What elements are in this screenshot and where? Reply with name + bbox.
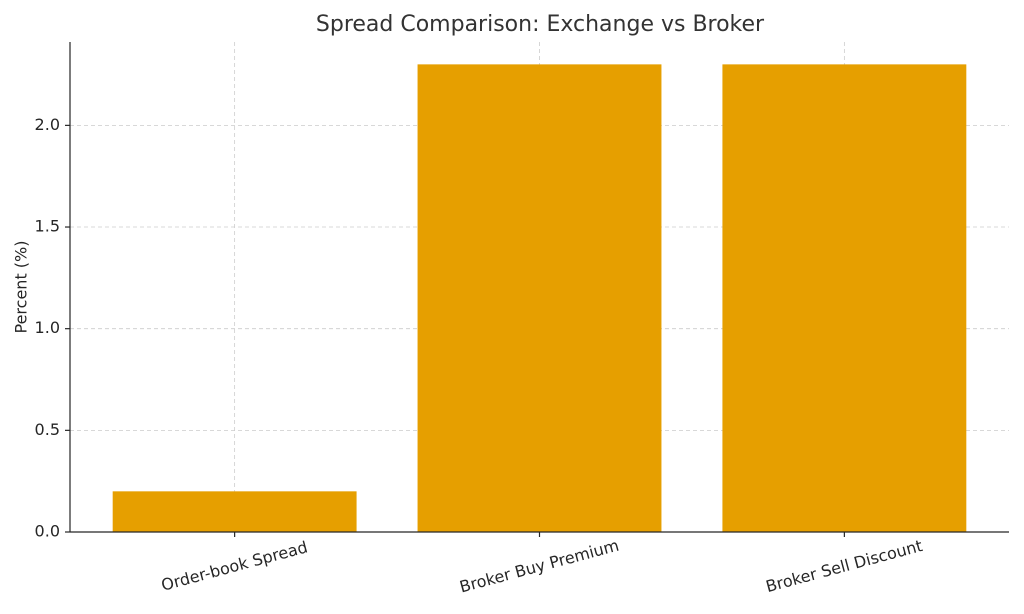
y-tick-label: 1.0 [35,318,60,337]
y-tick-label: 0.5 [35,420,60,439]
bar [417,64,662,532]
y-tick-label: 2.0 [35,115,60,134]
y-tick-label: 0.0 [35,522,60,541]
x-tick-label: Order-book Spread [159,537,309,594]
y-tick-label: 1.5 [35,217,60,236]
bar [112,491,357,532]
x-tick-label: Broker Buy Premium [458,536,621,597]
x-tick-label: Broker Sell Discount [764,536,925,596]
bar [722,64,967,532]
chart-title: Spread Comparison: Exchange vs Broker [316,12,765,37]
y-axis-label: Percent (%) [12,241,31,334]
